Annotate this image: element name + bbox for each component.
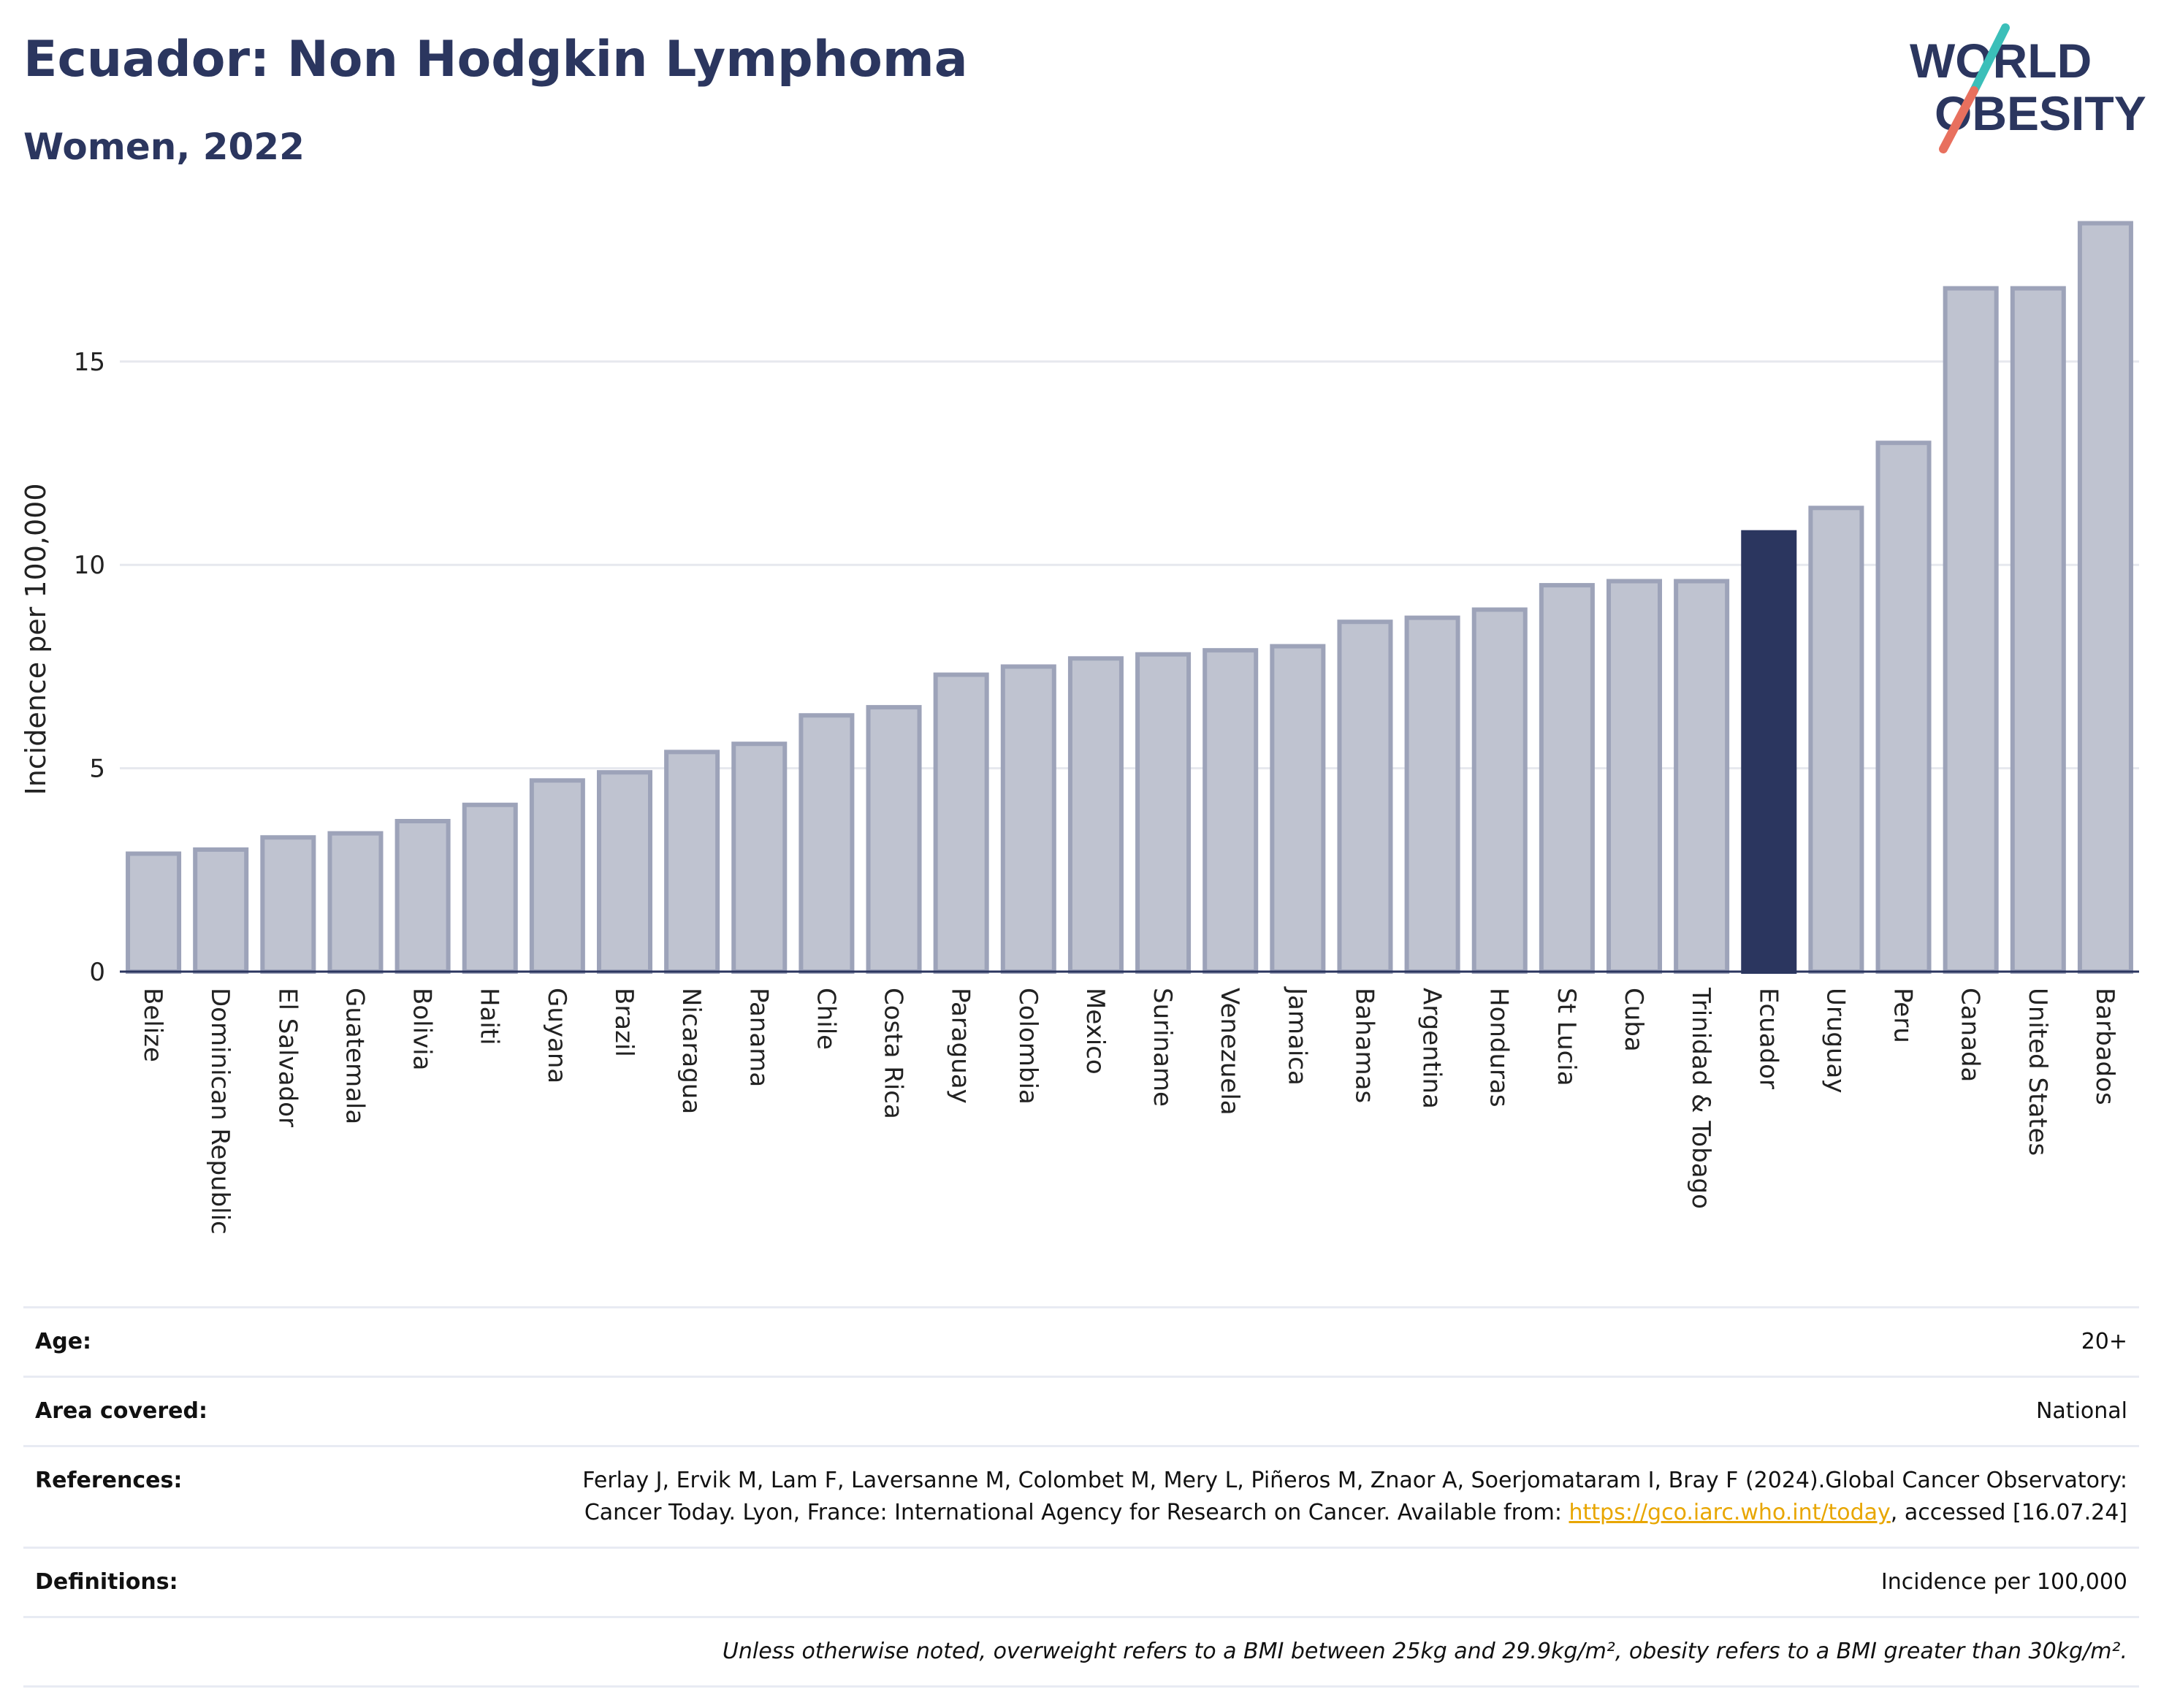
bar-dominican-republic bbox=[193, 847, 249, 975]
bar-chile bbox=[799, 713, 855, 974]
x-tick-label: Peru bbox=[1889, 988, 1918, 1043]
bmi-note: Unless otherwise noted, overweight refer… bbox=[722, 1639, 2127, 1664]
x-tick-label: Nicaragua bbox=[676, 988, 706, 1114]
bar-barbados bbox=[2077, 221, 2133, 974]
bar-el-salvador bbox=[260, 835, 316, 974]
x-tick-label: Trinidad & Tobago bbox=[1686, 987, 1715, 1209]
meta-row-definitions: Definitions: Incidence per 100,000 bbox=[23, 1549, 2139, 1618]
area-label: Area covered: bbox=[35, 1398, 207, 1424]
bar-paraguay bbox=[933, 672, 989, 974]
bar-colombia bbox=[1000, 664, 1056, 974]
bar-suriname bbox=[1135, 652, 1192, 974]
x-tick-label: Brazil bbox=[609, 988, 639, 1057]
bar-jamaica bbox=[1270, 644, 1326, 974]
bar-haiti bbox=[462, 802, 518, 974]
meta-row-references: References: Ferlay J, Ervik M, Lam F, La… bbox=[23, 1447, 2139, 1549]
area-value: National bbox=[2035, 1398, 2127, 1424]
bar-guyana bbox=[529, 778, 585, 975]
y-tick-label: 0 bbox=[89, 958, 105, 987]
x-tick-label: Venezuela bbox=[1215, 988, 1244, 1116]
bar-st-lucia bbox=[1539, 583, 1595, 974]
bar-brazil bbox=[596, 770, 653, 975]
x-tick-label: Bahamas bbox=[1349, 988, 1379, 1103]
x-tick-label: Paraguay bbox=[946, 988, 975, 1104]
references-link[interactable]: https://gco.iarc.who.int/today bbox=[1569, 1500, 1891, 1525]
x-tick-label: Panama bbox=[744, 988, 773, 1087]
logo-slash-bottom bbox=[1939, 86, 1978, 153]
y-tick-label: 15 bbox=[74, 348, 105, 377]
bar-venezuela bbox=[1203, 648, 1259, 974]
x-tick-label: Canada bbox=[1956, 988, 1985, 1082]
x-tick-label: United States bbox=[2023, 988, 2052, 1156]
logo-slash-top bbox=[1970, 23, 2010, 95]
meta-row-area: Area covered: National bbox=[23, 1378, 2139, 1447]
y-tick-label: 5 bbox=[89, 755, 105, 784]
meta-row-note: Unless otherwise noted, overweight refer… bbox=[23, 1618, 2139, 1688]
x-tick-label: Chile bbox=[811, 988, 840, 1050]
x-tick-label: Jamaica bbox=[1282, 986, 1311, 1086]
references-text: Ferlay J, Ervik M, Lam F, Laversanne M, … bbox=[582, 1468, 2127, 1525]
bar-canada bbox=[1943, 286, 1999, 975]
x-tick-label: Guatemala bbox=[340, 988, 369, 1124]
x-tick-label: Ecuador bbox=[1753, 988, 1783, 1089]
references-accessed: , accessed [16.07.24] bbox=[1890, 1500, 2127, 1525]
x-tick-label: Dominican Republic bbox=[205, 988, 235, 1235]
references-label: References: bbox=[35, 1468, 183, 1493]
bar-panama bbox=[731, 741, 788, 974]
y-tick-label: 10 bbox=[74, 551, 105, 580]
world-obesity-logo: WORLD OBESITY bbox=[1910, 23, 2146, 153]
bar-honduras bbox=[1471, 607, 1528, 975]
bar-ecuador bbox=[1741, 530, 1797, 974]
x-tick-label: Mexico bbox=[1080, 988, 1110, 1075]
x-tick-label: St Lucia bbox=[1552, 988, 1581, 1086]
x-tick-label: Cuba bbox=[1619, 988, 1648, 1052]
references-value: Ferlay J, Ervik M, Lam F, Laversanne M, … bbox=[579, 1465, 2127, 1529]
bar-guatemala bbox=[327, 831, 384, 975]
bar-costa-rica bbox=[866, 705, 922, 974]
bar-chart: 0 5 10 15 Belize Dominican Republic El Salvad… bbox=[20, 221, 2139, 1235]
bar-united-states bbox=[2010, 286, 2066, 975]
y-axis-label: Incidence per 100,000 bbox=[20, 483, 52, 795]
age-value: 20+ bbox=[2081, 1329, 2127, 1354]
meta-row-age: Age: 20+ bbox=[23, 1306, 2139, 1378]
bar-bolivia bbox=[395, 819, 451, 974]
x-tick-label: Barbados bbox=[2090, 988, 2119, 1105]
x-tick-label: Costa Rica bbox=[879, 988, 908, 1119]
definitions-value: Incidence per 100,000 bbox=[1880, 1569, 2127, 1595]
x-tick-label: Colombia bbox=[1013, 988, 1043, 1105]
bar-trinidad-tobago bbox=[1674, 579, 1730, 974]
bar-nicaragua bbox=[664, 750, 720, 974]
definitions-label: Definitions: bbox=[35, 1569, 178, 1595]
x-tick-label: Haiti bbox=[475, 988, 504, 1045]
x-tick-label: El Salvador bbox=[272, 988, 302, 1127]
x-tick-label: Guyana bbox=[542, 988, 571, 1083]
page-title: Ecuador: Non Hodgkin Lymphoma bbox=[23, 31, 968, 88]
bar-uruguay bbox=[1808, 506, 1864, 974]
x-tick-labels: Belize Dominican Republic El Salvador Guate… bbox=[138, 986, 2119, 1235]
bar-argentina bbox=[1404, 615, 1460, 975]
bar-belize bbox=[126, 851, 182, 974]
age-label: Age: bbox=[35, 1329, 92, 1354]
bars bbox=[126, 221, 2133, 975]
bar-bahamas bbox=[1337, 619, 1393, 975]
y-tick-labels: 0 5 10 15 bbox=[74, 348, 105, 987]
chart-metadata: Age: 20+ Area covered: National Referenc… bbox=[23, 1306, 2139, 1688]
bar-cuba bbox=[1606, 579, 1663, 974]
x-tick-label: Bolivia bbox=[408, 988, 437, 1070]
x-tick-label: Suriname bbox=[1148, 988, 1177, 1107]
page-subtitle: Women, 2022 bbox=[23, 126, 305, 168]
x-tick-label: Belize bbox=[138, 988, 167, 1062]
x-tick-label: Uruguay bbox=[1821, 988, 1850, 1094]
x-tick-label: Honduras bbox=[1485, 988, 1514, 1107]
bar-peru bbox=[1875, 441, 1932, 974]
grid-lines bbox=[120, 360, 2139, 770]
x-tick-label: Argentina bbox=[1417, 988, 1447, 1109]
bar-mexico bbox=[1067, 656, 1124, 974]
